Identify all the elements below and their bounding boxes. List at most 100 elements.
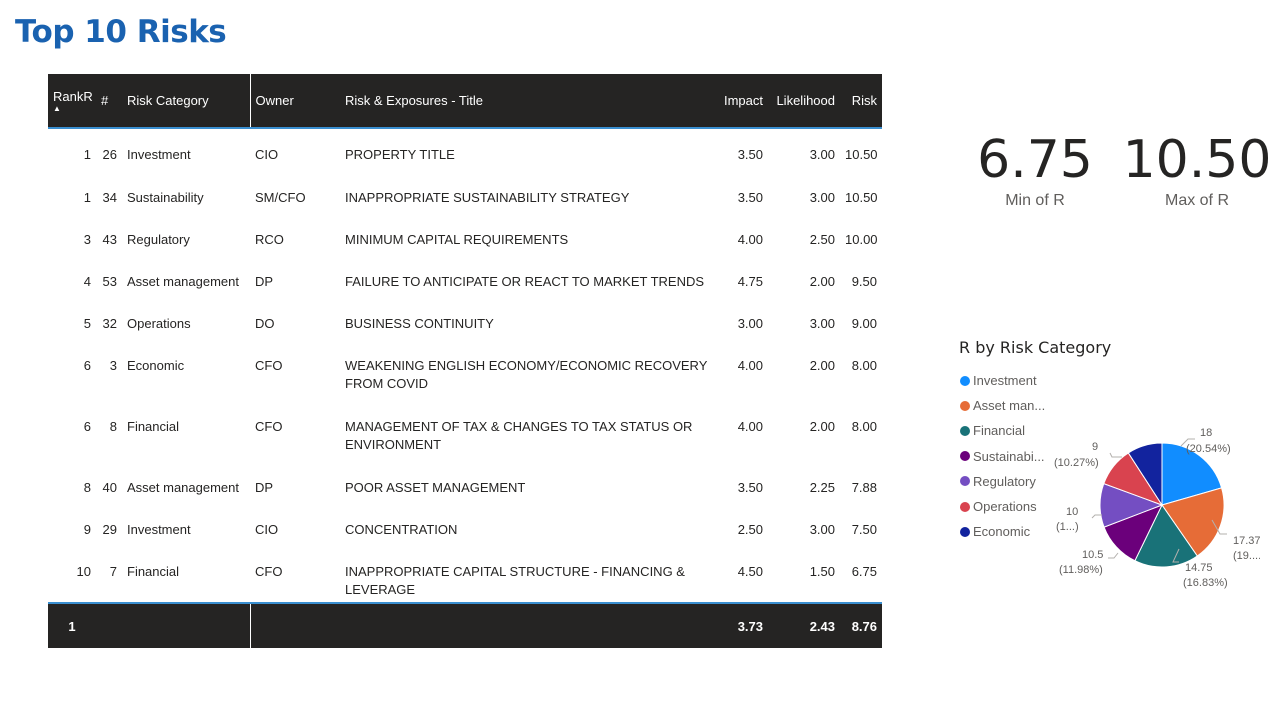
legend-item-financial[interactable]: Financial: [960, 418, 1045, 443]
column-header-impact[interactable]: Impact: [716, 74, 768, 129]
cell-risk-title: PROPERTY TITLE: [345, 147, 455, 162]
column-header-likelihood[interactable]: Likelihood: [768, 74, 840, 129]
cell-rank: 8: [83, 480, 91, 495]
legend-dot-icon: [960, 425, 970, 436]
cell-owner: SM/CFO: [255, 190, 306, 205]
total-impact: 3.73: [716, 602, 768, 648]
cell-number: 7: [109, 564, 117, 579]
sort-ascending-icon[interactable]: ▲: [53, 103, 61, 113]
table-row[interactable]: 5 32 Operations DO BUSINESS CONTINUITY 3…: [48, 300, 882, 342]
cell-likelihood: 2.00: [809, 274, 835, 289]
legend-dot-icon: [960, 400, 970, 411]
pie-chart: 18 (20.54%) 17.375 (19....) 14.75 (16.83…: [1054, 427, 1260, 589]
legend-dot-icon: [960, 476, 970, 487]
legend-item-asset-management[interactable]: Asset man...: [960, 393, 1045, 418]
page-title: Top 10 Risks: [15, 14, 227, 50]
legend-item-investment[interactable]: Investment: [960, 368, 1045, 393]
cell-number: 26: [102, 147, 117, 162]
cell-risk: 10.00: [845, 232, 878, 247]
cell-impact: 3.50: [737, 480, 763, 495]
pie-slices: [1099, 442, 1225, 568]
cell-rank: 4: [83, 274, 91, 289]
cell-impact: 4.50: [737, 564, 763, 579]
column-header-owner[interactable]: Owner: [250, 74, 340, 129]
cell-number: 32: [102, 316, 117, 331]
total-title-empty: [340, 602, 716, 648]
legend-item-economic[interactable]: Economic: [960, 519, 1045, 544]
column-header-rank[interactable]: RankR ▲: [48, 74, 96, 129]
slice-label-asset-management-value: 17.375: [1233, 535, 1260, 547]
cell-risk: 8.00: [851, 358, 877, 373]
cell-number: 3: [109, 358, 117, 373]
cell-impact: 3.50: [737, 190, 763, 205]
cell-risk-title: WEAKENING ENGLISH ECONOMY/ECONOMIC RECOV…: [345, 358, 708, 391]
kpi-max-label: Max of R: [1164, 192, 1229, 209]
slice-label-asset-management-pct: (19....): [1233, 550, 1260, 562]
table-row[interactable]: 9 29 Investment CIO CONCENTRATION 2.50 3…: [48, 506, 882, 548]
slice-label-regulatory-value: 10: [1066, 506, 1078, 518]
table-row[interactable]: 8 40 Asset management DP POOR ASSET MANA…: [48, 464, 882, 506]
slice-label-financial-pct: (16.83%): [1183, 577, 1228, 589]
cell-rank: 9: [83, 522, 91, 537]
cell-owner: CFO: [255, 564, 283, 579]
table-row[interactable]: 10 7 Financial CFO INAPPROPRIATE CAPITAL…: [48, 548, 882, 603]
cell-impact: 2.50: [737, 522, 763, 537]
cell-risk: 7.88: [851, 480, 877, 495]
cell-number: 34: [102, 190, 117, 205]
legend-item-operations[interactable]: Operations: [960, 494, 1045, 519]
table-row[interactable]: 3 43 Regulatory RCO MINIMUM CAPITAL REQU…: [48, 216, 882, 258]
cell-rank: 6: [83, 358, 91, 373]
cell-owner: CFO: [255, 419, 283, 434]
cell-rank: 1: [83, 190, 91, 205]
pie-slice-investment[interactable]: [1161, 442, 1223, 506]
legend-dot-icon: [960, 451, 970, 462]
cell-likelihood: 1.50: [809, 564, 835, 579]
total-number-empty: [96, 602, 122, 648]
table-row[interactable]: 1 26 Investment CIO PROPERTY TITLE 3.50 …: [48, 128, 882, 174]
slice-label-operations-pct: (10.27%): [1054, 457, 1099, 469]
cell-number: 29: [102, 522, 117, 537]
pie-slice-economic[interactable]: [1127, 442, 1163, 507]
table-row[interactable]: 4 53 Asset management DP FAILURE TO ANTI…: [48, 258, 882, 300]
top-risks-table: RankR ▲ # Risk Category Owner Risk & Expo…: [48, 74, 882, 648]
cell-number: 53: [102, 274, 117, 289]
cell-risk: 8.00: [851, 419, 877, 434]
cell-owner: DP: [255, 480, 274, 495]
cell-impact: 3.00: [737, 316, 763, 331]
table-header-row: RankR ▲ # Risk Category Owner Risk & Expo…: [48, 74, 882, 129]
cell-impact: 4.75: [737, 274, 763, 289]
cell-risk: 7.50: [851, 522, 877, 537]
table-row[interactable]: 6 8 Financial CFO MANAGEMENT OF TAX & CH…: [48, 403, 882, 464]
table-row[interactable]: 1 34 Sustainability SM/CFO INAPPROPRIATE…: [48, 174, 882, 216]
cell-rank: 6: [83, 419, 91, 434]
cell-risk-title: INAPPROPRIATE CAPITAL STRUCTURE - FINANC…: [345, 564, 685, 597]
cell-rank: 3: [83, 232, 91, 247]
cell-likelihood: 3.00: [809, 190, 835, 205]
legend-item-sustainability[interactable]: Sustainabi...: [960, 444, 1045, 469]
slice-label-sustainability-pct: (11.98%): [1059, 564, 1103, 576]
legend-dot-icon: [960, 375, 970, 386]
legend-item-regulatory[interactable]: Regulatory: [960, 469, 1045, 494]
pie-slice-asset-management[interactable]: [1161, 487, 1225, 557]
cell-likelihood: 2.00: [809, 419, 835, 434]
cell-likelihood: 2.00: [809, 358, 835, 373]
table-row[interactable]: 6 3 Economic CFO WEAKENING ENGLISH ECONO…: [48, 342, 882, 403]
total-risk: 8.76: [840, 602, 882, 648]
column-header-risk[interactable]: Risk: [840, 74, 882, 129]
cell-risk-category: Asset management: [127, 480, 240, 495]
cell-risk-title: INAPPROPRIATE SUSTAINABILITY STRATEGY: [345, 190, 630, 205]
pie-slice-financial[interactable]: [1134, 504, 1198, 568]
cell-risk-category: Regulatory: [127, 232, 190, 247]
slice-label-financial-value: 14.75: [1185, 562, 1213, 574]
cell-risk-title: CONCENTRATION: [345, 522, 458, 537]
cell-number: 43: [102, 232, 117, 247]
cell-risk-title: MINIMUM CAPITAL REQUIREMENTS: [345, 232, 569, 247]
cell-owner: CIO: [255, 522, 279, 537]
column-header-risk-title[interactable]: Risk & Exposures - Title: [340, 74, 716, 129]
kpi-min-value: 6.75: [977, 130, 1093, 190]
column-header-risk-category[interactable]: Risk Category: [122, 74, 251, 129]
cell-impact: 4.00: [737, 419, 763, 434]
total-likelihood: 2.43: [768, 602, 840, 648]
column-header-number[interactable]: #: [96, 74, 122, 129]
total-owner-empty: [250, 602, 340, 648]
